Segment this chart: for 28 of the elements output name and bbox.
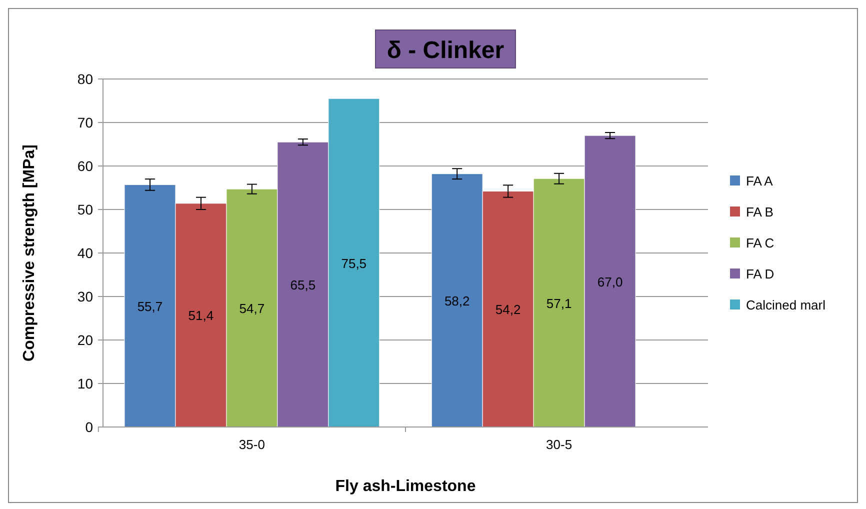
x-tick-label: 30-5 <box>546 437 572 452</box>
x-axis-title: Fly ash-Limestone <box>335 478 476 495</box>
text: 55,7 <box>137 298 163 314</box>
y-tick-label: 80 <box>77 71 94 87</box>
y-tick-label: 30 <box>77 288 94 304</box>
text: 65,5 <box>290 278 316 293</box>
y-tick-label: 20 <box>77 332 94 348</box>
y-tick-label: 0 <box>85 419 94 435</box>
text: 58,2 <box>444 293 470 308</box>
text: 57,1 <box>546 296 572 311</box>
legend-label: FA A <box>746 174 774 188</box>
text: 54,2 <box>495 302 521 318</box>
text: 75,5 <box>341 256 367 271</box>
text: 67,0 <box>597 274 623 290</box>
y-tick-label: 10 <box>77 376 94 392</box>
y-tick-label: 40 <box>77 245 94 261</box>
text: 51,4 <box>188 308 214 324</box>
y-tick-label: 60 <box>77 158 94 174</box>
y-axis-title: Compressive strength [MPa] <box>21 144 38 362</box>
legend-label: FA C <box>746 236 774 250</box>
legend-label: FA D <box>746 266 774 282</box>
text: 54,7 <box>239 301 265 316</box>
legend-label: Calcined marl <box>746 298 826 312</box>
x-tick-label: 35-0 <box>238 437 265 452</box>
y-tick-label: 50 <box>77 202 94 218</box>
y-tick-label: 70 <box>77 114 94 130</box>
chart-title: δ - Clinker <box>386 37 504 64</box>
legend-label: FA B <box>746 204 774 220</box>
